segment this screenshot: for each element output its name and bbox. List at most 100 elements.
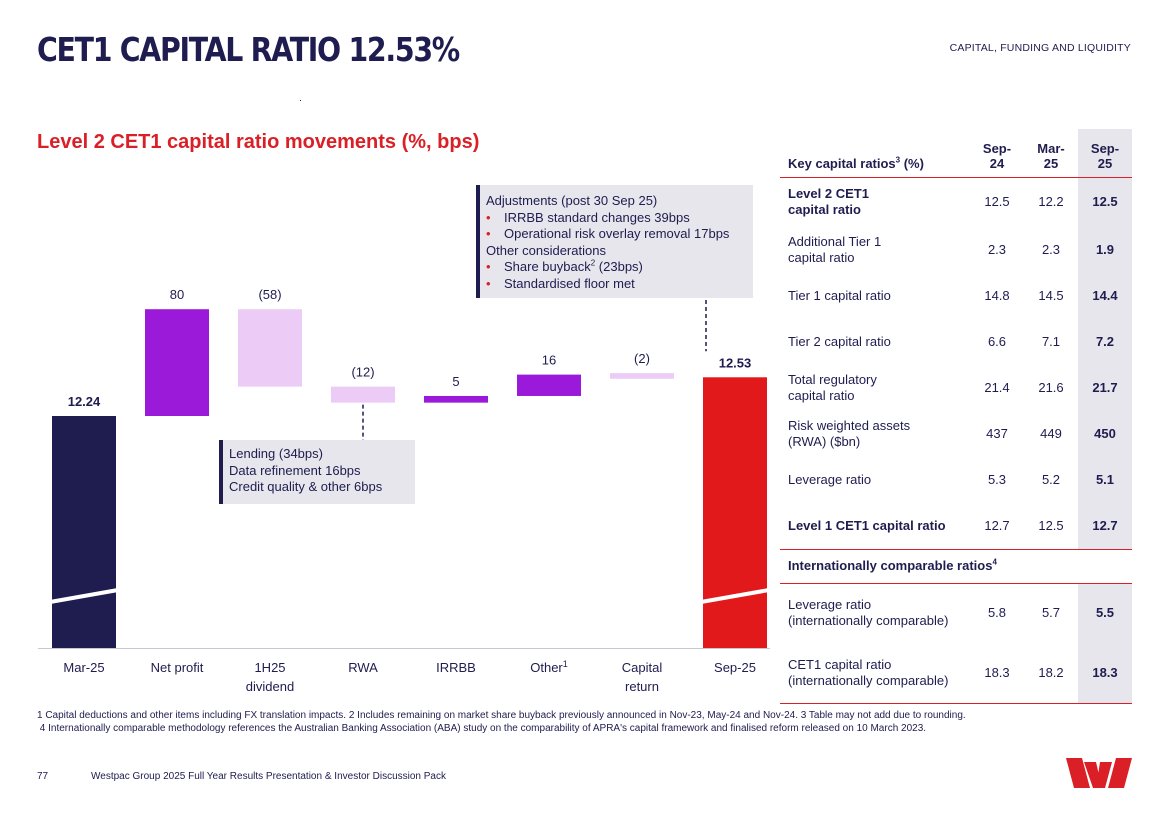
cell-sep25: 7.2 — [1078, 319, 1132, 365]
cell-mar25: 21.6 — [1024, 365, 1078, 411]
cell-mar25: 5.7 — [1024, 583, 1078, 643]
waterfall-bar — [424, 396, 488, 403]
cell-sep24: 5.8 — [970, 583, 1024, 643]
footnote-line: 4 Internationally comparable methodology… — [37, 723, 1127, 736]
category-label: dividend — [246, 679, 294, 694]
cell-sep24: 18.3 — [970, 643, 1024, 703]
footnote-ref: 4 — [992, 558, 996, 567]
callout-line: Credit quality & other 6bps — [229, 479, 409, 496]
label-line: Level 2 CET1 — [788, 186, 962, 202]
cell-mar25: 449 — [1024, 411, 1078, 457]
cell-sep24: 12.5 — [970, 177, 1024, 227]
cell-mar25: 12.5 — [1024, 503, 1078, 549]
header-line: Sep- — [978, 141, 1016, 156]
table-header-mar25: Mar- 25 — [1024, 129, 1078, 177]
table-header-sep24: Sep- 24 — [970, 129, 1024, 177]
table-row: Risk weighted assets (RWA) ($bn) 437 449 … — [780, 411, 1132, 457]
cell-sep24: 6.6 — [970, 319, 1024, 365]
footnote-line: 1 Capital deductions and other items inc… — [37, 710, 1127, 723]
label-line: Leverage ratio — [788, 597, 962, 613]
waterfall-bar — [331, 387, 395, 403]
waterfall-bar — [517, 375, 581, 396]
row-label: Leverage ratio (internationally comparabl… — [780, 583, 970, 643]
cell-mar25: 2.3 — [1024, 227, 1078, 273]
category-label: Other1 — [530, 659, 568, 675]
header-text: Key capital ratios — [788, 156, 896, 171]
label-line: (internationally comparable) — [788, 613, 962, 629]
waterfall-bar — [145, 309, 209, 416]
cell-sep24: 14.8 — [970, 273, 1024, 319]
category-label: return — [625, 679, 659, 694]
row-label: Risk weighted assets (RWA) ($bn) — [780, 411, 970, 457]
row-label: Leverage ratio — [780, 457, 970, 503]
category-label: IRRBB — [436, 660, 476, 675]
cell-sep25: 14.4 — [1078, 273, 1132, 319]
row-label: Tier 2 capital ratio — [780, 319, 970, 365]
cell-mar25: 7.1 — [1024, 319, 1078, 365]
table-header-sep25: Sep- 25 — [1078, 129, 1132, 177]
callout-item-text: (23bps) — [595, 259, 643, 274]
table-row: Level 1 CET1 capital ratio 12.7 12.5 12.… — [780, 503, 1132, 549]
label-line: Total regulatory — [788, 372, 962, 388]
category-label: RWA — [348, 660, 378, 675]
table-row: Level 2 CET1 capital ratio 12.5 12.2 12.5 — [780, 177, 1132, 227]
cell-sep25: 5.5 — [1078, 583, 1132, 643]
data-label: 12.53 — [719, 355, 752, 370]
label-line: capital ratio — [788, 202, 962, 218]
table-row: Tier 2 capital ratio 6.6 7.1 7.2 — [780, 319, 1132, 365]
cell-sep24: 12.7 — [970, 503, 1024, 549]
label-line: Additional Tier 1 — [788, 234, 962, 250]
footnote-ref: 1 — [563, 659, 568, 669]
cell-sep25: 12.5 — [1078, 177, 1132, 227]
waterfall-bar — [610, 373, 674, 379]
label-line: CET1 capital ratio — [788, 657, 962, 673]
header-text: (%) — [900, 156, 924, 171]
table-row: Total regulatory capital ratio 21.4 21.6 … — [780, 365, 1132, 411]
data-label: (2) — [634, 351, 650, 366]
decorative-dot — [300, 100, 301, 101]
section-label: CAPITAL, FUNDING AND LIQUIDITY — [950, 42, 1131, 54]
cell-sep24: 21.4 — [970, 365, 1024, 411]
page-title: CET1 CAPITAL RATIO 12.53% — [37, 30, 459, 69]
waterfall-bar — [238, 309, 302, 386]
category-label: Capital — [622, 660, 663, 675]
header-line: 25 — [1086, 156, 1124, 171]
callout-line: Lending (34bps) — [229, 446, 409, 463]
label-line: capital ratio — [788, 250, 962, 266]
callout-item: IRRBB standard changes 39bps — [486, 210, 747, 227]
category-label: Mar-25 — [63, 660, 104, 675]
cell-sep24: 5.3 — [970, 457, 1024, 503]
category-label: 1H25 — [254, 660, 285, 675]
westpac-logo-icon — [1066, 758, 1132, 788]
page-number: 77 — [37, 771, 48, 782]
cell-mar25: 14.5 — [1024, 273, 1078, 319]
subheader-label: Internationally comparable ratios4 — [780, 549, 1132, 583]
cell-mar25: 12.2 — [1024, 177, 1078, 227]
callout-item: Share buyback2 (23bps) — [486, 259, 747, 276]
label-line: (RWA) ($bn) — [788, 434, 962, 450]
label-line: Risk weighted assets — [788, 418, 962, 434]
row-label: Level 1 CET1 capital ratio — [780, 503, 970, 549]
data-label: (12) — [351, 365, 374, 380]
callout-item: Standardised floor met — [486, 276, 747, 293]
category-label: Net profit — [151, 660, 204, 675]
header-line: Mar- — [1032, 141, 1070, 156]
row-label: Total regulatory capital ratio — [780, 365, 970, 411]
row-label: Tier 1 capital ratio — [780, 273, 970, 319]
cell-sep25: 450 — [1078, 411, 1132, 457]
cell-sep25: 1.9 — [1078, 227, 1132, 273]
row-label: CET1 capital ratio (internationally compa… — [780, 643, 970, 703]
table-header-label: Key capital ratios3 (%) — [780, 129, 970, 177]
cell-sep24: 437 — [970, 411, 1024, 457]
row-label: Additional Tier 1 capital ratio — [780, 227, 970, 273]
data-label: 80 — [170, 287, 184, 302]
label-line: capital ratio — [788, 388, 962, 404]
table-subheader-row: Internationally comparable ratios4 — [780, 549, 1132, 583]
table-row: Tier 1 capital ratio 14.8 14.5 14.4 — [780, 273, 1132, 319]
cell-mar25: 5.2 — [1024, 457, 1078, 503]
row-label: Level 2 CET1 capital ratio — [780, 177, 970, 227]
table-row: Additional Tier 1 capital ratio 2.3 2.3 1… — [780, 227, 1132, 273]
header-line: Sep- — [1086, 141, 1124, 156]
cell-sep25: 12.7 — [1078, 503, 1132, 549]
key-capital-ratios-table: Key capital ratios3 (%) Sep- 24 Mar- 25 Se… — [780, 129, 1132, 704]
